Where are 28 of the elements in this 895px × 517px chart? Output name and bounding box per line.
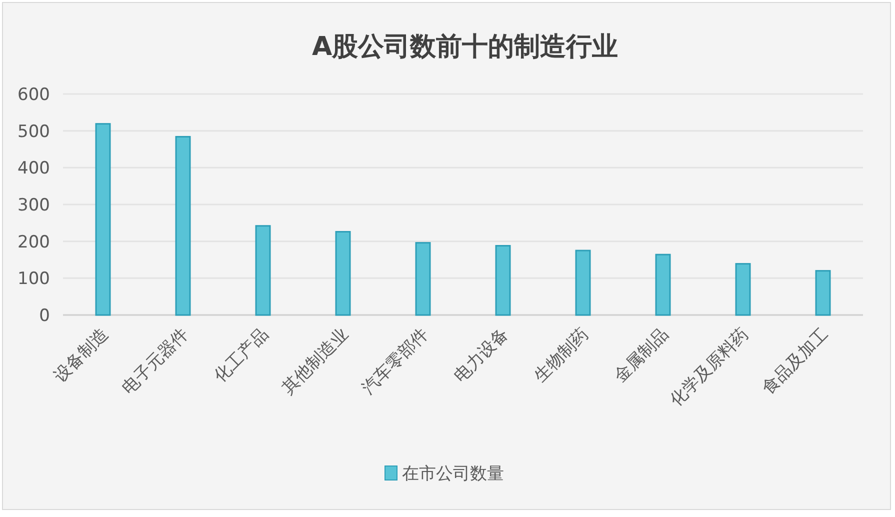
bar [815,270,831,316]
y-tick-label: 600 [18,85,50,105]
bar [655,254,671,316]
x-tick-label: 其他制造业 [278,324,353,399]
y-tick-label: 200 [18,232,50,252]
bar [175,136,191,316]
x-tick-label: 金属制品 [610,324,673,387]
x-tick-label: 化工产品 [210,324,273,387]
y-tick-label: 500 [18,122,50,142]
bar [415,242,431,316]
x-tick-label: 电子元器件 [118,324,193,399]
x-tick-label: 汽车零部件 [358,324,433,399]
y-tick-label: 0 [39,306,50,326]
x-tick-label: 生物制药 [530,324,593,387]
x-tick-label: 食品及加工 [758,324,833,399]
legend-label: 在市公司数量 [402,464,504,484]
y-tick-label: 100 [18,269,50,290]
bar [735,263,751,316]
bar [255,225,271,316]
x-tick-label: 电力设备 [450,324,513,387]
chart-title: A股公司数前十的制造行业 [312,32,618,62]
y-tick-label: 300 [18,196,50,216]
bar [575,250,591,316]
x-tick-label: 设备制造 [50,324,113,387]
bar [495,245,511,316]
y-tick-label: 400 [18,158,50,179]
bar [95,123,111,316]
bar [335,231,351,316]
